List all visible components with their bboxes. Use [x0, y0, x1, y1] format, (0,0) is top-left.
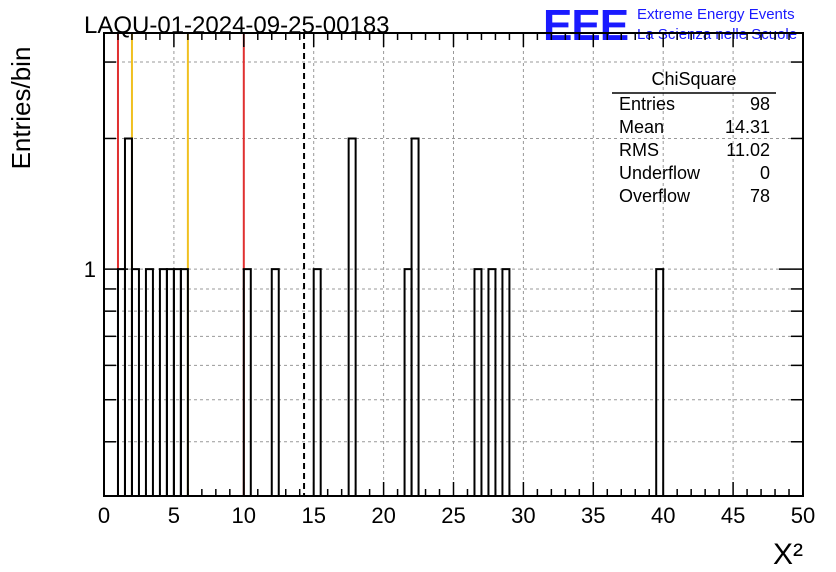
stats-value: 98	[750, 94, 770, 114]
x-tick-label: 45	[721, 503, 745, 528]
x-tick-label: 20	[371, 503, 395, 528]
plot-frame	[103, 32, 804, 497]
histogram-bin	[487, 268, 497, 496]
x-tick-label: 35	[581, 503, 605, 528]
histogram-bin	[403, 268, 413, 496]
x-tick-label: 50	[791, 503, 815, 528]
x-tick-label: 10	[232, 503, 256, 528]
histogram-bin	[179, 268, 189, 496]
stats-row: Overflow 78	[619, 186, 770, 206]
stats-row: Underflow 0	[619, 163, 770, 183]
histogram-bin	[130, 268, 140, 496]
stats-row: RMS 11.02	[619, 140, 770, 160]
stats-value: 0	[760, 163, 770, 183]
y-axis-label: Entries/bin	[6, 47, 36, 170]
x-tick-label: 5	[168, 503, 180, 528]
x-axis-label: X²	[773, 538, 803, 571]
stats-label: RMS	[619, 140, 659, 160]
histogram-bin	[172, 268, 182, 496]
x-tick-label: 25	[441, 503, 465, 528]
stats-value: 11.02	[726, 140, 770, 160]
x-tick-label: 40	[651, 503, 675, 528]
x-tick-labels: 0 5 10 15 20 25 30 35 40 45 50	[98, 503, 815, 528]
y-tick-label: 1	[84, 257, 96, 282]
histogram-bin	[158, 268, 168, 496]
stats-box: ChiSquare Entries 98 Mean 14.31 RMS 11.0…	[612, 69, 776, 206]
logo-mark: EEE	[543, 1, 628, 50]
stats-row: Mean 14.31	[619, 117, 770, 137]
x-tick-label: 30	[511, 503, 535, 528]
histogram-bin	[144, 268, 154, 496]
x-tick-label: 0	[98, 503, 110, 528]
histogram-bin	[410, 137, 420, 496]
stats-row: Entries 98	[619, 94, 770, 114]
histogram-bin	[347, 137, 357, 496]
stats-label: Mean	[619, 117, 664, 137]
chart-title: LAQU-01-2024-09-25-00183	[84, 12, 390, 39]
histogram-bin	[242, 268, 252, 496]
stats-value: 78	[750, 186, 770, 206]
logo-line-1: Extreme Energy Events	[637, 6, 795, 23]
histogram-bin	[116, 268, 126, 496]
histogram-bin	[312, 268, 322, 496]
histogram-bin	[165, 268, 175, 496]
stats-title: ChiSquare	[651, 69, 736, 89]
x-tick-label: 15	[301, 503, 325, 528]
histogram-bin	[501, 268, 511, 496]
grid-lines	[104, 33, 803, 496]
stats-label: Overflow	[619, 186, 691, 206]
histogram-bin	[655, 268, 665, 496]
y-tick-labels: 1	[84, 257, 96, 282]
histogram-bin	[473, 268, 483, 496]
histogram-bins	[116, 137, 665, 496]
stats-label: Entries	[619, 94, 675, 114]
stats-value: 14.31	[725, 117, 770, 137]
stats-label: Underflow	[619, 163, 701, 183]
eee-logo: EEE Extreme Energy Events La Scienza nel…	[543, 1, 797, 50]
axes	[103, 32, 804, 497]
histogram-bin	[123, 137, 133, 496]
logo-line-2: La Scienza nelle Scuole	[637, 26, 797, 43]
histogram-bin	[270, 268, 280, 496]
